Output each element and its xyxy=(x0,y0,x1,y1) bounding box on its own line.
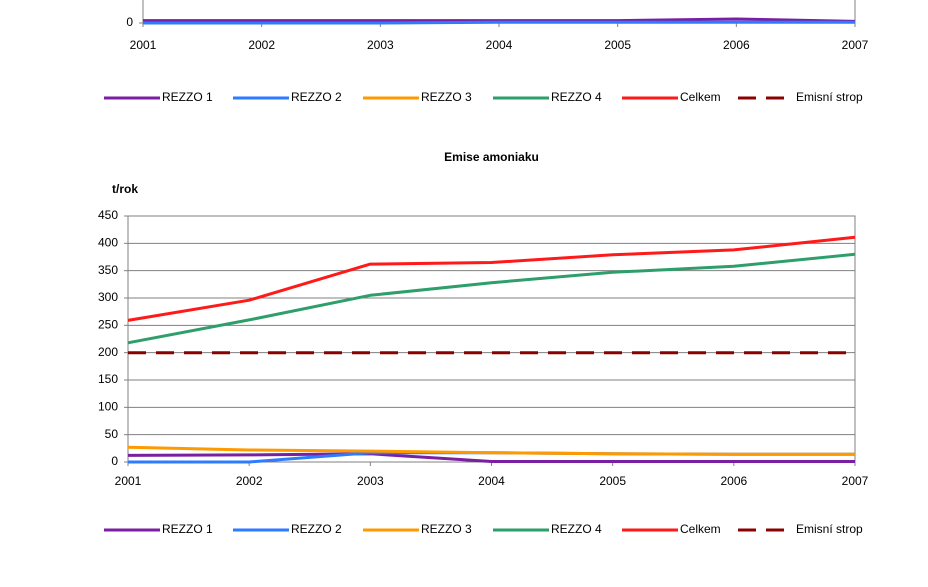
y-tick-label: 200 xyxy=(98,345,118,359)
x-tick-label: 2005 xyxy=(604,38,631,52)
x-tick-label: 2007 xyxy=(842,474,869,488)
legend-label: Emisní strop xyxy=(796,522,863,536)
legend-label: Emisní strop xyxy=(796,90,863,104)
legend-label: REZZO 2 xyxy=(291,90,342,104)
y-axis-label: t/rok xyxy=(112,182,138,196)
x-tick-label: 2001 xyxy=(115,474,142,488)
series-line xyxy=(127,252,856,345)
x-tick-label: 2004 xyxy=(486,38,513,52)
chart-title: Emise amoniaku xyxy=(444,150,539,164)
legend-label: REZZO 4 xyxy=(551,90,602,104)
legend-label: REZZO 4 xyxy=(551,522,602,536)
y-tick-label: 300 xyxy=(98,290,118,304)
legend-label: REZZO 1 xyxy=(162,522,213,536)
y-tick-label: 0 xyxy=(126,15,133,29)
x-tick-label: 2002 xyxy=(248,38,275,52)
legend-label: Celkem xyxy=(680,90,721,104)
legend-label: REZZO 2 xyxy=(291,522,342,536)
y-tick-label: 450 xyxy=(98,208,118,222)
y-tick-label: 150 xyxy=(98,372,118,386)
x-tick-label: 2004 xyxy=(478,474,505,488)
y-tick-label: 50 xyxy=(105,427,119,441)
y-tick-label: 250 xyxy=(98,318,118,332)
series-line xyxy=(127,445,855,456)
x-tick-label: 2007 xyxy=(842,38,869,52)
x-tick-label: 2006 xyxy=(723,38,750,52)
y-tick-label: 0 xyxy=(111,454,118,468)
series-line xyxy=(143,17,856,23)
x-tick-label: 2006 xyxy=(720,474,747,488)
x-tick-label: 2003 xyxy=(367,38,394,52)
legend-label: REZZO 3 xyxy=(421,522,472,536)
legend-label: Celkem xyxy=(680,522,721,536)
x-tick-label: 2001 xyxy=(130,38,157,52)
y-tick-label: 350 xyxy=(98,263,118,277)
series-line xyxy=(143,20,855,25)
legend-label: REZZO 1 xyxy=(162,90,213,104)
plot-area xyxy=(127,215,856,463)
x-tick-label: 2005 xyxy=(599,474,626,488)
series-line xyxy=(127,235,856,322)
x-tick-label: 2003 xyxy=(357,474,384,488)
x-tick-label: 2002 xyxy=(236,474,263,488)
y-tick-label: 100 xyxy=(98,400,118,414)
y-tick-label: 400 xyxy=(98,236,118,250)
legend-label: REZZO 3 xyxy=(421,90,472,104)
series-line xyxy=(127,452,855,463)
